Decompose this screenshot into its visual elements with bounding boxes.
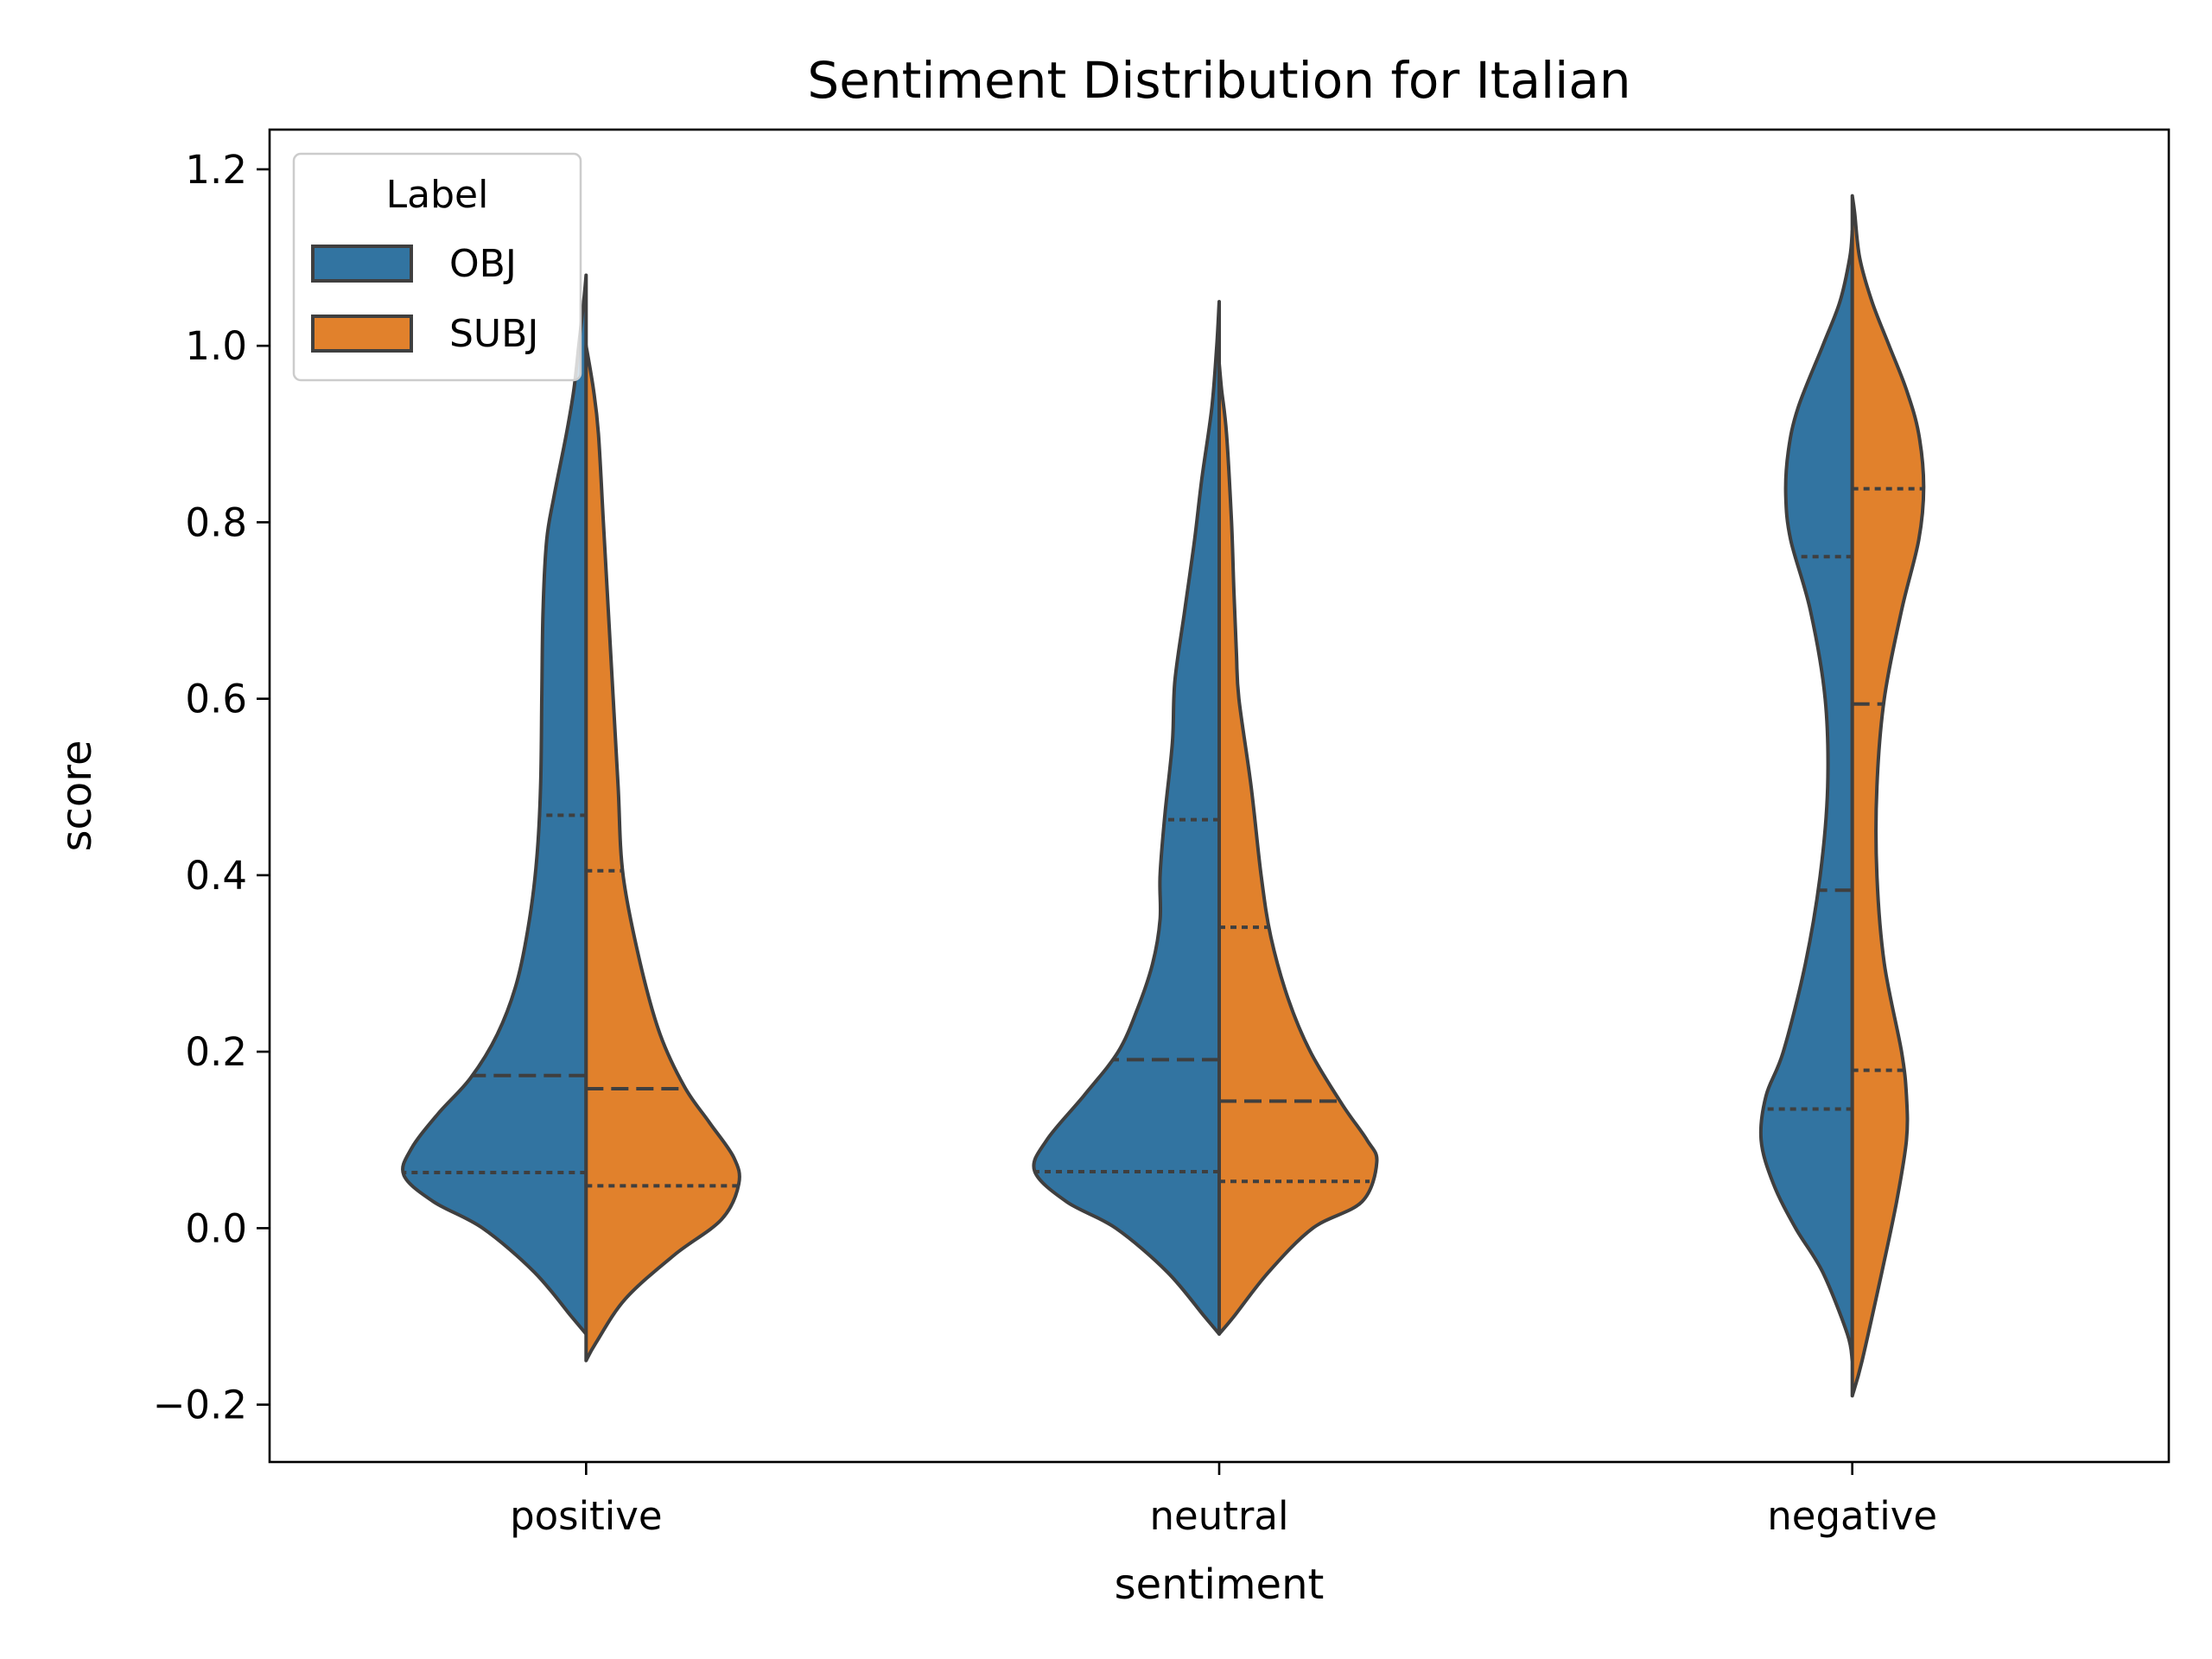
legend-label-obj: OBJ xyxy=(449,242,517,286)
violin-obj-negative xyxy=(1758,229,1854,1363)
violin-subj-neutral xyxy=(1217,361,1379,1336)
legend-label-subj: SUBJ xyxy=(449,312,538,356)
violin-layer xyxy=(401,194,1926,1398)
y-axis: −0.2 0.0 0.2 0.4 0.6 0.8 1.0 1.2 xyxy=(153,147,270,1428)
legend-title: Label xyxy=(386,173,489,217)
y-tick-label: 1.0 xyxy=(185,323,247,369)
y-tick-label: 0.4 xyxy=(185,853,247,899)
y-tick-label: −0.2 xyxy=(153,1382,247,1428)
chart-title: Sentiment Distribution for Italian xyxy=(807,51,1630,110)
x-tick-label-negative: negative xyxy=(1767,1493,1937,1539)
x-axis: positive neutral negative xyxy=(510,1462,1937,1539)
legend: Label OBJ SUBJ xyxy=(292,152,582,382)
y-tick-label: 1.2 xyxy=(185,147,247,193)
legend-swatch-obj xyxy=(311,245,413,283)
y-tick-label: 0.2 xyxy=(185,1029,247,1075)
violin-obj-positive xyxy=(401,273,588,1336)
y-tick-label: 0.0 xyxy=(185,1205,247,1251)
x-tick-label-positive: positive xyxy=(510,1493,663,1539)
x-axis-label: sentiment xyxy=(1115,1560,1325,1609)
violin-subj-negative xyxy=(1850,194,1926,1398)
y-tick-label: 0.8 xyxy=(185,499,247,545)
y-tick-label: 0.6 xyxy=(185,677,247,722)
x-tick-label-neutral: neutral xyxy=(1150,1493,1289,1539)
legend-swatch-subj xyxy=(311,315,413,353)
y-axis-label: score xyxy=(53,741,101,852)
violin-subj-positive xyxy=(584,344,741,1363)
plot-frame xyxy=(268,128,2171,1464)
violin-obj-neutral xyxy=(1032,300,1221,1336)
